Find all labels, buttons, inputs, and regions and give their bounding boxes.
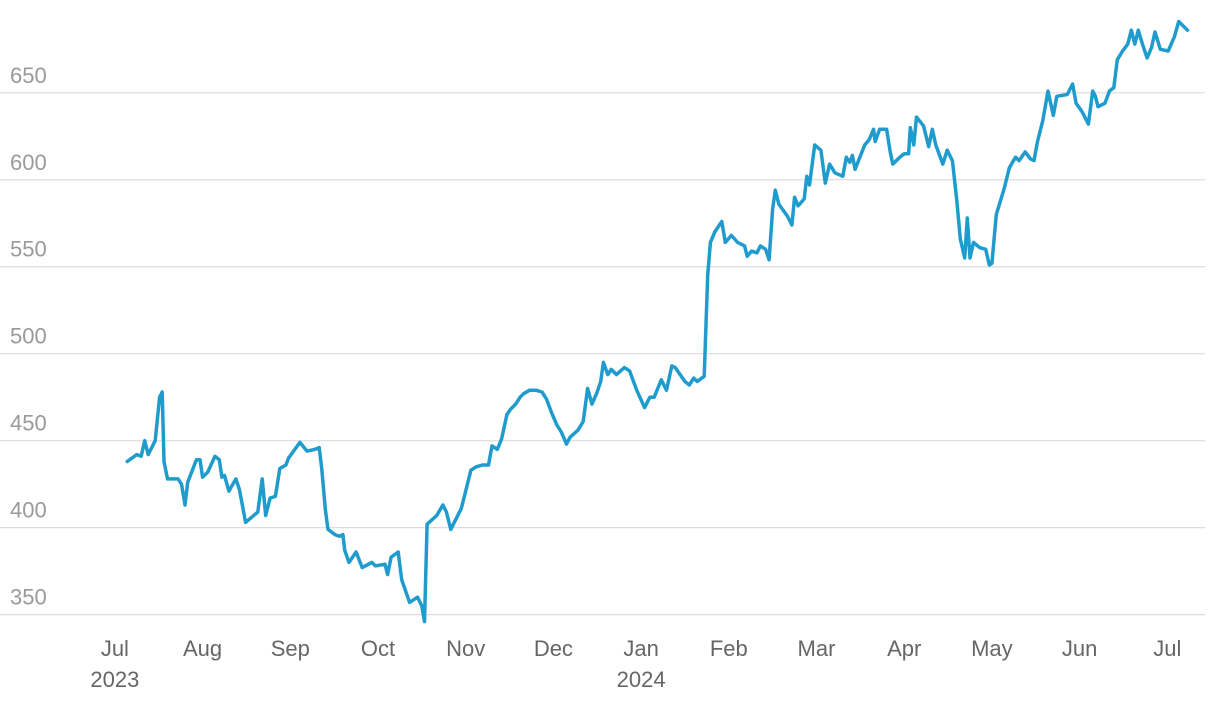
y-tick-label: 500 (10, 324, 47, 349)
x-year-label: 2024 (617, 667, 666, 692)
x-year-label: 2023 (90, 667, 139, 692)
y-tick-label: 600 (10, 150, 47, 175)
x-tick-label: Dec (534, 636, 573, 661)
x-tick-label: Jul (101, 636, 129, 661)
x-tick-label: Nov (446, 636, 485, 661)
x-tick-label: Aug (183, 636, 222, 661)
y-tick-label: 650 (10, 63, 47, 88)
x-tick-label: Apr (887, 636, 921, 661)
y-tick-label: 400 (10, 498, 47, 523)
x-tick-label: Jul (1153, 636, 1181, 661)
x-tick-label: Sep (271, 636, 310, 661)
x-tick-label: May (971, 636, 1013, 661)
x-tick-label: Jun (1062, 636, 1097, 661)
x-tick-label: Feb (710, 636, 748, 661)
x-tick-label: Oct (361, 636, 395, 661)
y-tick-label: 450 (10, 411, 47, 436)
y-tick-label: 550 (10, 237, 47, 262)
price-line (125, 19, 1190, 624)
x-tick-label: Mar (798, 636, 836, 661)
x-tick-label: Jan (623, 636, 658, 661)
y-tick-label: 350 (10, 585, 47, 610)
